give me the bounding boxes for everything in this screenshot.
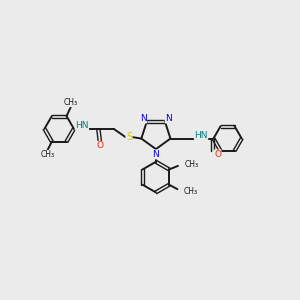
- Text: CH₃: CH₃: [64, 98, 78, 107]
- Text: N: N: [165, 114, 172, 123]
- Text: N: N: [152, 150, 159, 159]
- Text: O: O: [96, 141, 103, 150]
- Text: HN: HN: [194, 130, 208, 140]
- Text: CH₃: CH₃: [184, 160, 199, 169]
- Text: CH₃: CH₃: [40, 150, 55, 159]
- Text: O: O: [214, 150, 221, 159]
- Text: N: N: [140, 114, 147, 123]
- Text: CH₃: CH₃: [184, 187, 198, 196]
- Text: HN: HN: [75, 121, 88, 130]
- Text: S: S: [126, 132, 132, 142]
